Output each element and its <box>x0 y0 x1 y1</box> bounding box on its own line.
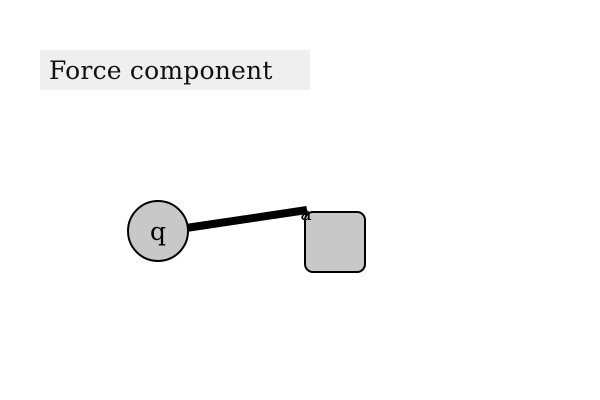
charge-node <box>127 200 189 262</box>
charge-label: q <box>150 217 166 246</box>
block-node <box>304 211 366 273</box>
page-title: Force component <box>49 55 273 85</box>
block-label: a <box>300 203 311 225</box>
connector-rod <box>185 206 308 232</box>
title-banner: Force component <box>40 50 310 90</box>
